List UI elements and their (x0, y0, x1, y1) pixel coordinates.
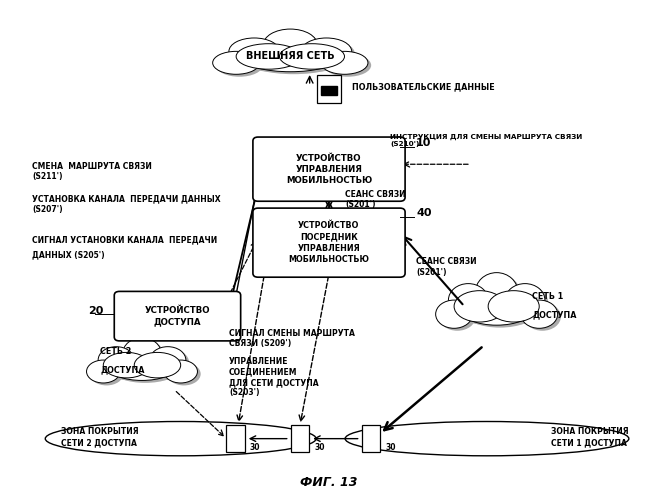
Ellipse shape (167, 362, 201, 386)
Ellipse shape (436, 300, 472, 328)
Ellipse shape (240, 46, 305, 72)
FancyBboxPatch shape (114, 292, 241, 341)
Ellipse shape (134, 352, 181, 378)
Text: УПРАВЛЕНИЕ
СОЕДИНЕНИЕМ
ДЛЯ СЕТИ ДОСТУПА
(S203'): УПРАВЛЕНИЕ СОЕДИНЕНИЕМ ДЛЯ СЕТИ ДОСТУПА … (229, 358, 318, 398)
Text: ЗОНА ПОКРЫТИЯ
СЕТИ 2 ДОСТУПА: ЗОНА ПОКРЫТИЯ СЕТИ 2 ДОСТУПА (61, 428, 139, 447)
Ellipse shape (138, 355, 184, 380)
Text: СЕТЬ 1: СЕТЬ 1 (532, 292, 563, 301)
Text: УСТАНОВКА КАНАЛА  ПЕРЕДАЧИ ДАННЫХ
(S207'): УСТАНОВКА КАНАЛА ПЕРЕДАЧИ ДАННЫХ (S207') (32, 194, 221, 214)
Text: УСТРОЙСТВО
ДОСТУПА: УСТРОЙСТВО ДОСТУПА (145, 306, 210, 326)
Ellipse shape (89, 362, 123, 386)
Ellipse shape (153, 349, 189, 376)
Ellipse shape (454, 290, 505, 322)
Bar (226, 425, 245, 452)
Text: 10: 10 (416, 138, 432, 148)
Text: ПОЛЬЗОВАТЕЛЬСКИЕ ДАННЫЕ: ПОЛЬЗОВАТЕЛЬСКИЕ ДАННЫЕ (351, 82, 494, 92)
Bar (317, 74, 341, 103)
Text: 30: 30 (314, 442, 324, 452)
Ellipse shape (457, 293, 509, 324)
Ellipse shape (461, 296, 532, 325)
Text: СЕТЬ 2: СЕТЬ 2 (100, 347, 132, 356)
Ellipse shape (451, 286, 492, 319)
Text: ФИГ. 13: ФИГ. 13 (300, 476, 358, 489)
Ellipse shape (280, 44, 345, 69)
Ellipse shape (216, 54, 263, 76)
Bar (320, 86, 338, 94)
Text: ДАННЫХ (S205'): ДАННЫХ (S205') (32, 250, 105, 260)
Text: ИНСТРУКЦИЯ ДЛЯ СМЕНЫ МАРШРУТА СВЯЗИ
(S210'): ИНСТРУКЦИЯ ДЛЯ СМЕНЫ МАРШРУТА СВЯЗИ (S21… (390, 134, 582, 147)
Ellipse shape (520, 300, 558, 328)
Ellipse shape (150, 346, 186, 374)
Ellipse shape (113, 358, 178, 383)
Text: УСТРОЙСТВО
УПРАВЛЕНИЯ
МОБИЛЬНОСТЬЮ: УСТРОЙСТВО УПРАВЛЕНИЯ МОБИЛЬНОСТЬЮ (286, 154, 372, 184)
FancyBboxPatch shape (253, 137, 405, 201)
Text: СМЕНА  МАРШРУТА СВЯЗИ
(S211'): СМЕНА МАРШРУТА СВЯЗИ (S211') (32, 162, 152, 182)
Text: ВНЕШНЯЯ СЕТЬ: ВНЕШНЯЯ СЕТЬ (246, 52, 335, 62)
Ellipse shape (475, 272, 518, 312)
Ellipse shape (305, 40, 355, 67)
Bar (362, 425, 380, 452)
Text: ДОСТУПА: ДОСТУПА (532, 310, 576, 320)
Text: ДОСТУПА: ДОСТУПА (100, 366, 145, 374)
Ellipse shape (232, 40, 283, 67)
Ellipse shape (245, 48, 336, 72)
Ellipse shape (164, 360, 197, 383)
Ellipse shape (478, 275, 521, 314)
Ellipse shape (122, 338, 161, 370)
Ellipse shape (103, 352, 150, 378)
Ellipse shape (110, 356, 174, 380)
Ellipse shape (509, 286, 548, 319)
Text: СЕАНС СВЯЗИ
(S201'): СЕАНС СВЯЗИ (S201') (345, 190, 406, 210)
Ellipse shape (213, 52, 260, 74)
Ellipse shape (229, 38, 280, 64)
Text: УСТРОЙСТВО
ПОСРЕДНИК
УПРАВЛЕНИЯ
МОБИЛЬНОСТЬЮ: УСТРОЙСТВО ПОСРЕДНИК УПРАВЛЕНИЯ МОБИЛЬНО… (288, 222, 370, 264)
Ellipse shape (283, 46, 347, 72)
Text: СИГНАЛ УСТАНОВКИ КАНАЛА  ПЕРЕДАЧИ: СИГНАЛ УСТАНОВКИ КАНАЛА ПЕРЕДАЧИ (32, 236, 218, 244)
Ellipse shape (324, 54, 371, 76)
Text: 30: 30 (249, 442, 260, 452)
Ellipse shape (524, 302, 561, 331)
Ellipse shape (87, 360, 120, 383)
Ellipse shape (321, 52, 368, 74)
Ellipse shape (236, 44, 301, 69)
Ellipse shape (345, 422, 629, 456)
Ellipse shape (488, 290, 539, 322)
Ellipse shape (101, 349, 138, 376)
Text: 30: 30 (385, 442, 395, 452)
Ellipse shape (465, 298, 536, 328)
Text: СЕАНС СВЯЗИ
(S201'): СЕАНС СВЯЗИ (S201') (416, 258, 476, 277)
Ellipse shape (439, 302, 476, 331)
Ellipse shape (492, 293, 542, 324)
Ellipse shape (248, 50, 339, 74)
Ellipse shape (263, 29, 317, 61)
Ellipse shape (505, 284, 545, 316)
Bar (291, 425, 309, 452)
Ellipse shape (448, 284, 488, 316)
Text: 20: 20 (88, 306, 104, 316)
FancyBboxPatch shape (253, 208, 405, 277)
Text: СИГНАЛ СМЕНЫ МАРШРУТА
СВЯЗИ (S209'): СИГНАЛ СМЕНЫ МАРШРУТА СВЯЗИ (S209') (229, 328, 355, 348)
Ellipse shape (126, 340, 164, 372)
Ellipse shape (301, 38, 351, 64)
Ellipse shape (266, 32, 320, 64)
Text: ЗОНА ПОКРЫТИЯ
СЕТИ 1 ДОСТУПА: ЗОНА ПОКРЫТИЯ СЕТИ 1 ДОСТУПА (551, 428, 629, 447)
Ellipse shape (107, 355, 153, 380)
Ellipse shape (45, 422, 316, 456)
Ellipse shape (98, 346, 134, 374)
Text: 40: 40 (416, 208, 432, 218)
